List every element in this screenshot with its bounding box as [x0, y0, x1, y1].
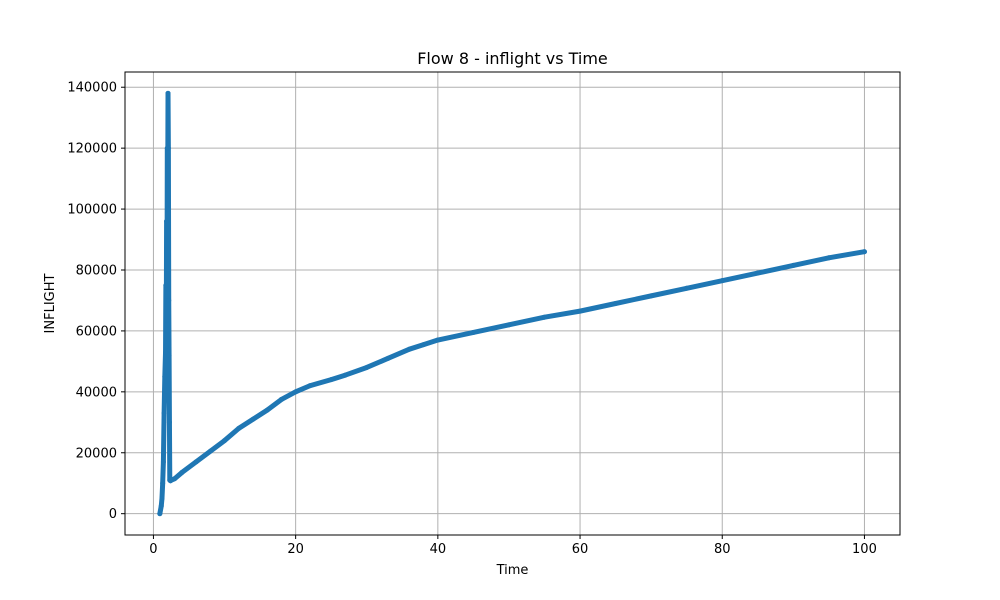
data-point [861, 249, 867, 255]
data-point [790, 262, 796, 268]
data-point [172, 476, 178, 482]
data-point [163, 349, 169, 355]
y-tick-label: 120000 [67, 142, 117, 157]
data-point [328, 377, 334, 383]
data-point [193, 459, 199, 465]
data-point [179, 470, 185, 476]
data-point [307, 383, 313, 389]
data-point [250, 416, 256, 422]
data-point [236, 425, 242, 431]
data-point [162, 374, 168, 380]
y-tick-label: 100000 [67, 203, 117, 218]
y-tick-label: 60000 [76, 324, 117, 339]
data-point [165, 90, 171, 96]
data-point [684, 285, 690, 291]
y-tick-label: 0 [109, 507, 117, 522]
y-tick-label: 80000 [76, 263, 117, 278]
data-point [165, 206, 171, 212]
data-point [755, 270, 761, 276]
data-point [719, 278, 725, 284]
data-point [613, 301, 619, 306]
data-point [161, 410, 167, 416]
y-tick-label: 20000 [76, 446, 117, 461]
y-tick-label: 40000 [76, 385, 117, 400]
x-axis-label: Time [496, 563, 529, 578]
data-point [164, 322, 170, 328]
data-point [577, 308, 583, 314]
x-tick-label: 40 [430, 542, 447, 557]
x-tick-label: 0 [149, 542, 157, 557]
data-point [166, 352, 172, 358]
y-tick-label: 140000 [67, 81, 117, 96]
plot-frame [124, 71, 901, 536]
data-point [157, 511, 163, 517]
data-point [166, 419, 172, 425]
x-tick-label: 80 [714, 542, 731, 557]
chart-title: Flow 8 - inflight vs Time [417, 49, 608, 68]
data-point [159, 495, 165, 501]
data-point [166, 297, 172, 303]
grid-layer [125, 72, 900, 535]
data-point [342, 372, 348, 378]
tick-layer: 0 20 40 60 80 100 0 20000 40000 60000 80000 100000 1… [67, 81, 877, 557]
data-point [293, 389, 299, 395]
x-tick-label: 60 [572, 542, 589, 557]
x-tick-label: 20 [287, 542, 304, 557]
data-point [385, 355, 391, 361]
data-point [506, 322, 512, 328]
data-point [278, 396, 284, 402]
data-point [160, 480, 166, 486]
data-point [542, 314, 547, 320]
data-point [648, 293, 654, 299]
data-point [406, 346, 412, 352]
data-point [207, 448, 213, 454]
data-point [160, 459, 166, 465]
series-layer [157, 90, 867, 517]
data-point [364, 364, 370, 370]
data-point [421, 342, 427, 348]
data-point [826, 255, 832, 261]
data-point [222, 438, 228, 444]
data-point [164, 218, 170, 224]
data-point [435, 337, 441, 343]
data-point [264, 407, 270, 413]
data-point [470, 329, 476, 335]
data-point [158, 503, 164, 509]
data-point [163, 282, 169, 288]
series-line [157, 90, 867, 517]
x-tick-label: 100 [852, 542, 877, 557]
data-point [165, 145, 171, 151]
y-axis-label: INFLIGHT [43, 273, 58, 333]
data-point [163, 343, 169, 349]
